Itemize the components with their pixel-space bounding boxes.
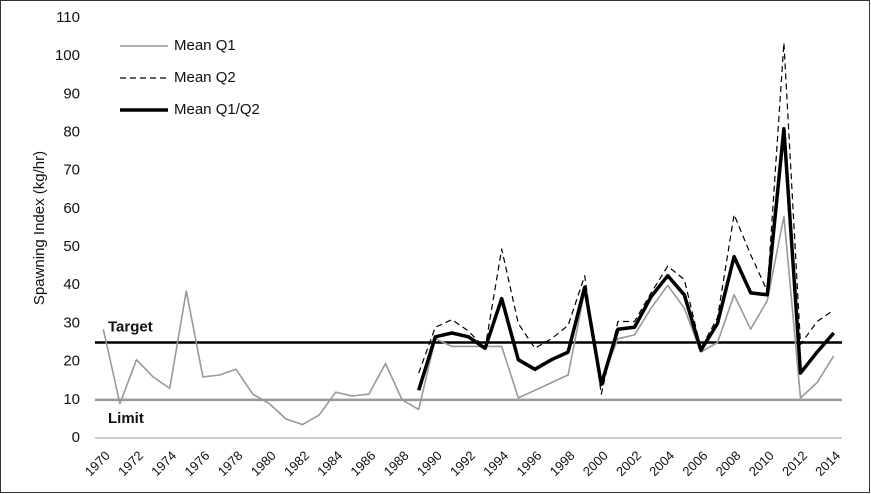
legend-label: Mean Q2 xyxy=(174,69,236,86)
y-tick-label: 30 xyxy=(63,314,80,331)
y-axis-title: Spawning Index (kg/hr) xyxy=(31,151,48,305)
y-tick-label: 80 xyxy=(63,124,80,141)
y-tick-label: 100 xyxy=(55,47,80,64)
y-tick-label: 70 xyxy=(63,162,80,179)
series-line xyxy=(418,42,835,395)
y-tick-label: 110 xyxy=(56,9,80,26)
legend-label: Mean Q1 xyxy=(174,37,236,54)
series-line xyxy=(417,126,836,391)
reference-label: Limit xyxy=(108,410,144,427)
y-tick-label: 60 xyxy=(63,200,80,217)
y-tick-label: 0 xyxy=(72,429,80,446)
y-tick-label: 10 xyxy=(63,391,80,408)
series-line xyxy=(102,215,835,426)
y-tick-label: 50 xyxy=(63,238,80,255)
y-tick-label: 40 xyxy=(63,276,80,293)
y-tick-label: 20 xyxy=(63,353,80,370)
reference-label: Target xyxy=(108,319,153,336)
legend-label: Mean Q1/Q2 xyxy=(174,101,260,118)
y-tick-label: 90 xyxy=(63,85,80,102)
